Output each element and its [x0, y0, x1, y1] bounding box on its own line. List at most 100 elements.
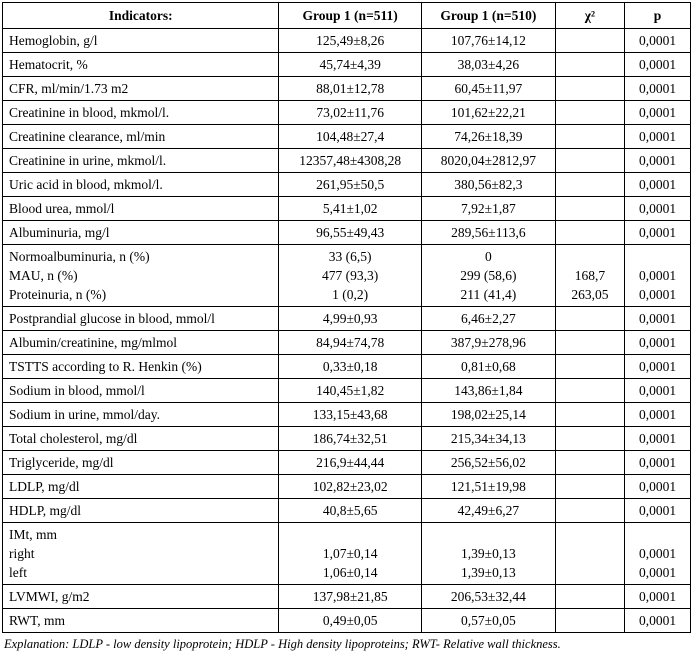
indicator-cell: Sodium in urine, mmol/day.: [1, 402, 280, 427]
chi-square-value-cell: 168,7 263,05: [554, 244, 626, 307]
cell-line: [283, 525, 416, 544]
cell-line: right: [9, 546, 35, 561]
p-value-cell: 0,0001: [624, 498, 691, 523]
group1-value-cell: 133,15±43,68: [278, 402, 422, 427]
p-value-cell: 0,0001: [624, 354, 691, 379]
cell-line: 0,0001: [638, 546, 677, 561]
p-value-cell: 0,0001: [624, 28, 691, 53]
chi-square-value-cell: [554, 100, 626, 125]
chi-square-value-cell: [554, 148, 626, 173]
chi-square-value-cell: [554, 354, 626, 379]
chi-square-value-cell: [554, 608, 626, 633]
indicator-cell: Triglyceride, mg/dl: [1, 450, 280, 475]
indicator-cell: Albuminuria, mg/l: [1, 220, 280, 245]
cell-line: Normoalbuminuria, n (%): [9, 249, 150, 264]
group2-value-cell: 60,45±11,97: [420, 76, 556, 101]
group1-value-cell: 1,07±0,14 1,06±0,14: [278, 522, 422, 585]
table-row: LDLP, mg/dl 102,82±23,02 121,51±19,98 0,00…: [1, 474, 691, 499]
indicator-cell: Creatinine clearance, ml/min: [1, 124, 280, 149]
cell-line: 1,39±0,13: [461, 546, 516, 561]
table-row: Blood urea, mmol/l 5,41±1,02 7,92±1,87 0,0…: [1, 196, 691, 221]
indicator-cell: HDLP, mg/dl: [1, 498, 280, 523]
cell-line: 0: [485, 249, 492, 264]
indicator-cell: Blood urea, mmol/l: [1, 196, 280, 221]
group2-value-cell: 206,53±32,44: [420, 584, 556, 609]
table-row: IMt, mm right left 1,07±0,14 1,06±0,14 1,39…: [1, 522, 691, 585]
group2-value-cell: 215,34±34,13: [420, 426, 556, 451]
p-value-cell: 0,0001 0,0001: [624, 522, 691, 585]
results-table: Indicators: Group 1 (n=511) Group 1 (n=5…: [1, 2, 691, 633]
chi-square-value-cell: [554, 306, 626, 331]
chi-square-value-cell: [554, 450, 626, 475]
indicator-cell: Hemoglobin, g/l: [1, 28, 280, 53]
group2-value-cell: 74,26±18,39: [420, 124, 556, 149]
p-value-cell: 0,0001: [624, 100, 691, 125]
table-row: Hemoglobin, g/l 125,49±8,26 107,76±14,12 0…: [1, 28, 691, 53]
chi-square-value-cell: [554, 522, 626, 585]
p-value-cell: 0,0001: [624, 474, 691, 499]
group2-value-cell: 121,51±19,98: [420, 474, 556, 499]
group1-value-cell: 73,02±11,76: [278, 100, 422, 125]
chi-square-value-cell: [554, 196, 626, 221]
cell-line: [560, 247, 620, 266]
table-row: Creatinine clearance, ml/min 104,48±27,4 7…: [1, 124, 691, 149]
p-value-cell: 0,0001: [624, 450, 691, 475]
table-row: CFR, ml/min/1.73 m2 88,01±12,78 60,45±11,9…: [1, 76, 691, 101]
group2-value-cell: 1,39±0,13 1,39±0,13: [420, 522, 556, 585]
cell-line: IMt, mm: [9, 527, 58, 542]
p-value-cell: 0,0001: [624, 172, 691, 197]
table-footnote: Explanation: LDLP - low density lipoprot…: [4, 637, 561, 651]
chi-square-value-cell: [554, 76, 626, 101]
indicator-cell: Uric acid in blood, mkmol/l.: [1, 172, 280, 197]
indicator-cell: RWT, mm: [1, 608, 280, 633]
group2-value-cell: 387,9±278,96: [420, 330, 556, 355]
indicator-cell: Normoalbuminuria, n (%) MAU, n (%) Protein…: [1, 244, 280, 307]
cell-line: [426, 525, 551, 544]
p-value-cell: 0,0001: [624, 378, 691, 403]
p-value-cell: 0,0001: [624, 330, 691, 355]
cell-line: [560, 544, 620, 563]
group2-value-cell: 101,62±22,21: [420, 100, 556, 125]
cell-line: 1,39±0,13: [461, 565, 516, 580]
group2-value-cell: 42,49±6,27: [420, 498, 556, 523]
chi-square-value-cell: [554, 426, 626, 451]
p-value-cell: 0,0001: [624, 220, 691, 245]
group2-value-cell: 0 299 (58,6) 211 (41,4): [420, 244, 556, 307]
cell-line: 211 (41,4): [460, 287, 517, 302]
indicator-cell: IMt, mm right left: [1, 522, 280, 585]
chi-square-value-cell: [554, 52, 626, 77]
cell-line: Proteinuria, n (%): [9, 287, 107, 302]
group2-value-cell: 7,92±1,87: [420, 196, 556, 221]
group1-value-cell: 186,74±32,51: [278, 426, 422, 451]
chi-square-value-cell: [554, 402, 626, 427]
group1-value-cell: 261,95±50,5: [278, 172, 422, 197]
group1-value-cell: 0,49±0,05: [278, 608, 422, 633]
group1-value-cell: 0,33±0,18: [278, 354, 422, 379]
p-value-cell: 0,0001: [624, 76, 691, 101]
header-chi-square: χ²: [554, 2, 626, 29]
cell-line: 0,0001: [638, 565, 677, 580]
cell-line: [629, 525, 686, 544]
chi-square-value-cell: [554, 124, 626, 149]
indicator-cell: LDLP, mg/dl: [1, 474, 280, 499]
cell-line: MAU, n (%): [9, 268, 78, 283]
cell-line: [560, 563, 620, 582]
chi-square-value-cell: [554, 330, 626, 355]
p-value-cell: 0,0001: [624, 148, 691, 173]
cell-line: left: [9, 565, 27, 580]
group1-value-cell: 45,74±4,39: [278, 52, 422, 77]
indicator-cell: Postprandial glucose in blood, mmol/l: [1, 306, 280, 331]
cell-line: 263,05: [571, 287, 609, 302]
cell-line: 299 (58,6): [460, 268, 517, 283]
table-row: Normoalbuminuria, n (%) MAU, n (%) Protein…: [1, 244, 691, 307]
group2-value-cell: 0,81±0,68: [420, 354, 556, 379]
indicator-cell: CFR, ml/min/1.73 m2: [1, 76, 280, 101]
cell-line: 0,0001: [638, 287, 677, 302]
group2-value-cell: 107,76±14,12: [420, 28, 556, 53]
table-header: Indicators: Group 1 (n=511) Group 1 (n=5…: [1, 2, 691, 29]
cell-line: 168,7: [574, 268, 606, 283]
group1-value-cell: 125,49±8,26: [278, 28, 422, 53]
group2-value-cell: 0,57±0,05: [420, 608, 556, 633]
group1-value-cell: 137,98±21,85: [278, 584, 422, 609]
